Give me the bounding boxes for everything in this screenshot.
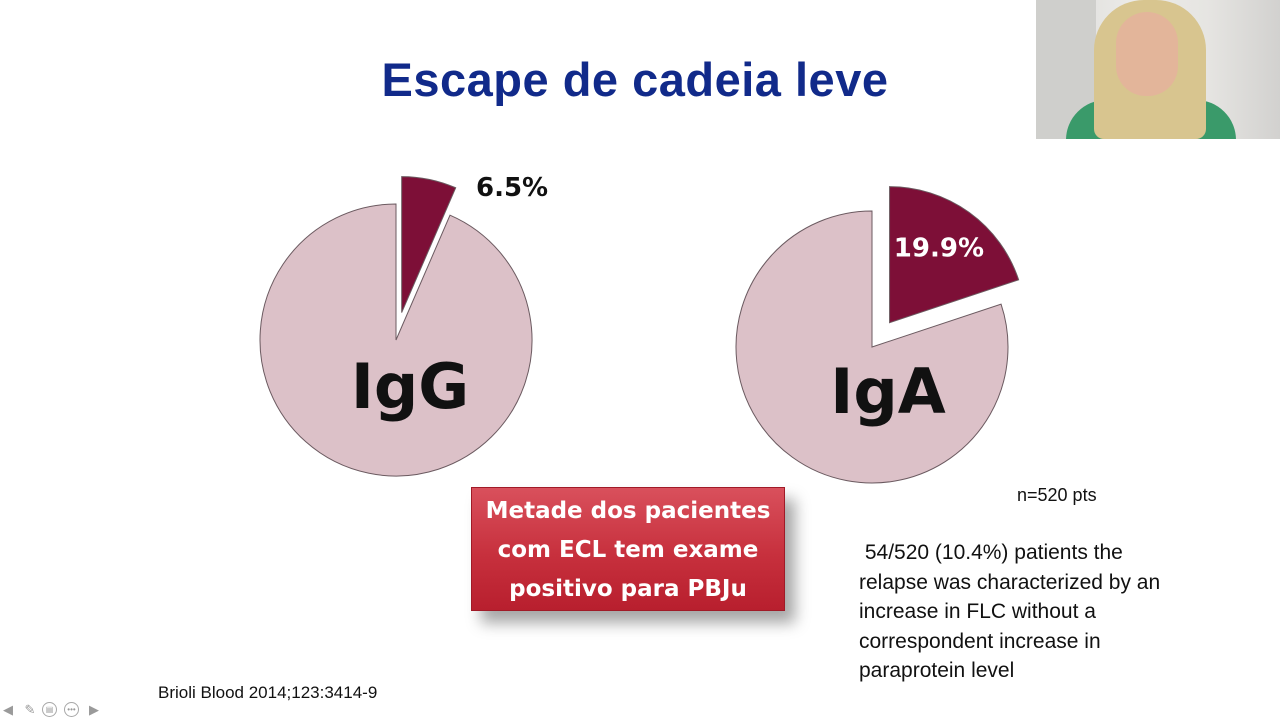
- igg-pie-slice-1: [259, 203, 533, 477]
- note-line: 54/520 (10.4%) patients the: [859, 541, 1123, 564]
- arrow-right-icon[interactable]: ▶: [89, 702, 99, 717]
- iga-pie-slice-1: [735, 210, 1009, 484]
- iga-pie-label: IgA: [830, 355, 945, 428]
- callout-line: com ECL tem exame: [497, 537, 759, 563]
- arrow-left-icon[interactable]: ◀: [3, 702, 13, 717]
- relapse-note: 54/520 (10.4%) patients the relapse was …: [859, 538, 1239, 686]
- igg-pie-label: IgG: [351, 350, 469, 423]
- citation: Brioli Blood 2014;123:3414-9: [158, 683, 378, 702]
- slides-icon[interactable]: ▤: [42, 702, 57, 717]
- presenter-face: [1116, 12, 1178, 96]
- sample-size-label: n=520 pts: [1017, 485, 1097, 505]
- igg-slice-percent: 6.5%: [476, 173, 548, 203]
- callout-line: Metade dos pacientes: [485, 498, 771, 524]
- callout-line: positivo para PBJu: [509, 576, 747, 602]
- callout-box: Metade dos pacientes com ECL tem exame p…: [471, 487, 785, 611]
- iga-pie-slice-0: [889, 186, 1020, 324]
- presenter-video: [1036, 0, 1280, 139]
- pen-icon[interactable]: ✎: [24, 702, 36, 717]
- slide-title: Escape de cadeia leve: [381, 53, 889, 106]
- more-icon[interactable]: •••: [64, 702, 79, 717]
- igg-pie-slice-0: [401, 176, 457, 313]
- note-line: increase in FLC without a: [859, 600, 1096, 623]
- note-line: paraprotein level: [859, 659, 1015, 682]
- note-line: relapse was characterized by an: [859, 570, 1161, 594]
- note-line: correspondent increase in: [859, 629, 1101, 653]
- iga-slice-percent: 19.9%: [894, 233, 984, 263]
